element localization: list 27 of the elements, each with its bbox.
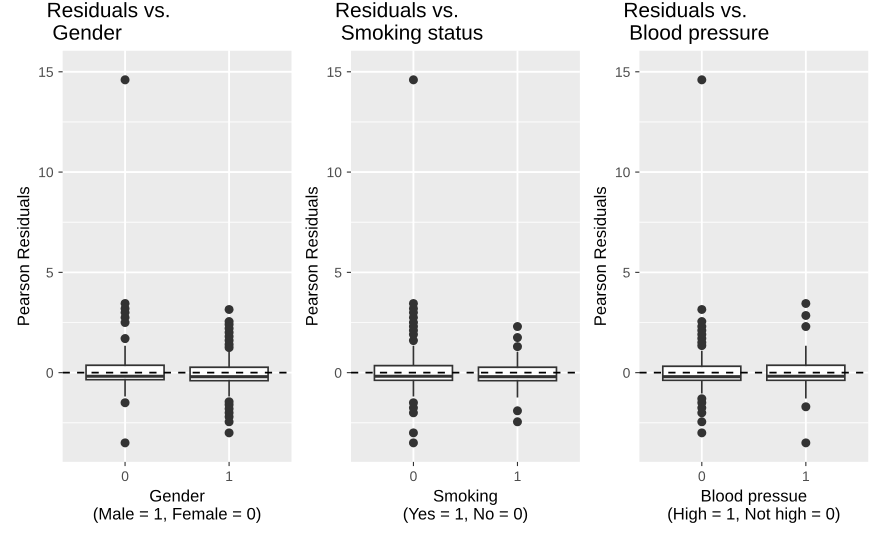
y-tick-label: 5	[623, 268, 630, 278]
y-tick-label: 15	[328, 67, 342, 77]
chart-title: Residuals vs. Smoking status	[336, 2, 482, 44]
x-axis-title: Gender (Male = 1, Female = 0)	[94, 489, 260, 523]
x-tick-label: 0	[410, 471, 417, 482]
y-tick-label: 0	[623, 368, 630, 378]
y-tick-label: 5	[334, 268, 342, 278]
chart-title: Residuals vs. Gender	[48, 2, 169, 40]
y-tick-label: 15	[39, 67, 54, 77]
x-tick-label: 1	[514, 471, 521, 482]
x-tick-label: 1	[226, 471, 232, 482]
y-axis-title: Pearson Residuals	[594, 186, 606, 325]
y-tick-label: 5	[46, 268, 54, 278]
x-tick-label: 1	[803, 471, 810, 482]
y-axis-title: Pearson Residuals	[17, 186, 30, 325]
chart-title: Residuals vs. Blood pressure	[625, 2, 768, 44]
x-tick-label: 0	[122, 471, 128, 482]
x-tick-label: 0	[698, 471, 706, 482]
y-tick-label: 10	[328, 167, 342, 178]
x-axis-title: Smoking (Yes = 1, No = 0)	[404, 489, 528, 523]
y-axis-title: Pearson Residuals	[305, 186, 318, 325]
y-tick-label: 0	[334, 368, 342, 378]
y-tick-label: 15	[616, 67, 630, 77]
x-axis-title: Blood pressue (High = 1, Not high = 0)	[668, 489, 840, 523]
y-tick-label: 10	[616, 167, 630, 178]
y-tick-label: 0	[46, 368, 54, 378]
y-tick-label: 10	[39, 167, 54, 178]
